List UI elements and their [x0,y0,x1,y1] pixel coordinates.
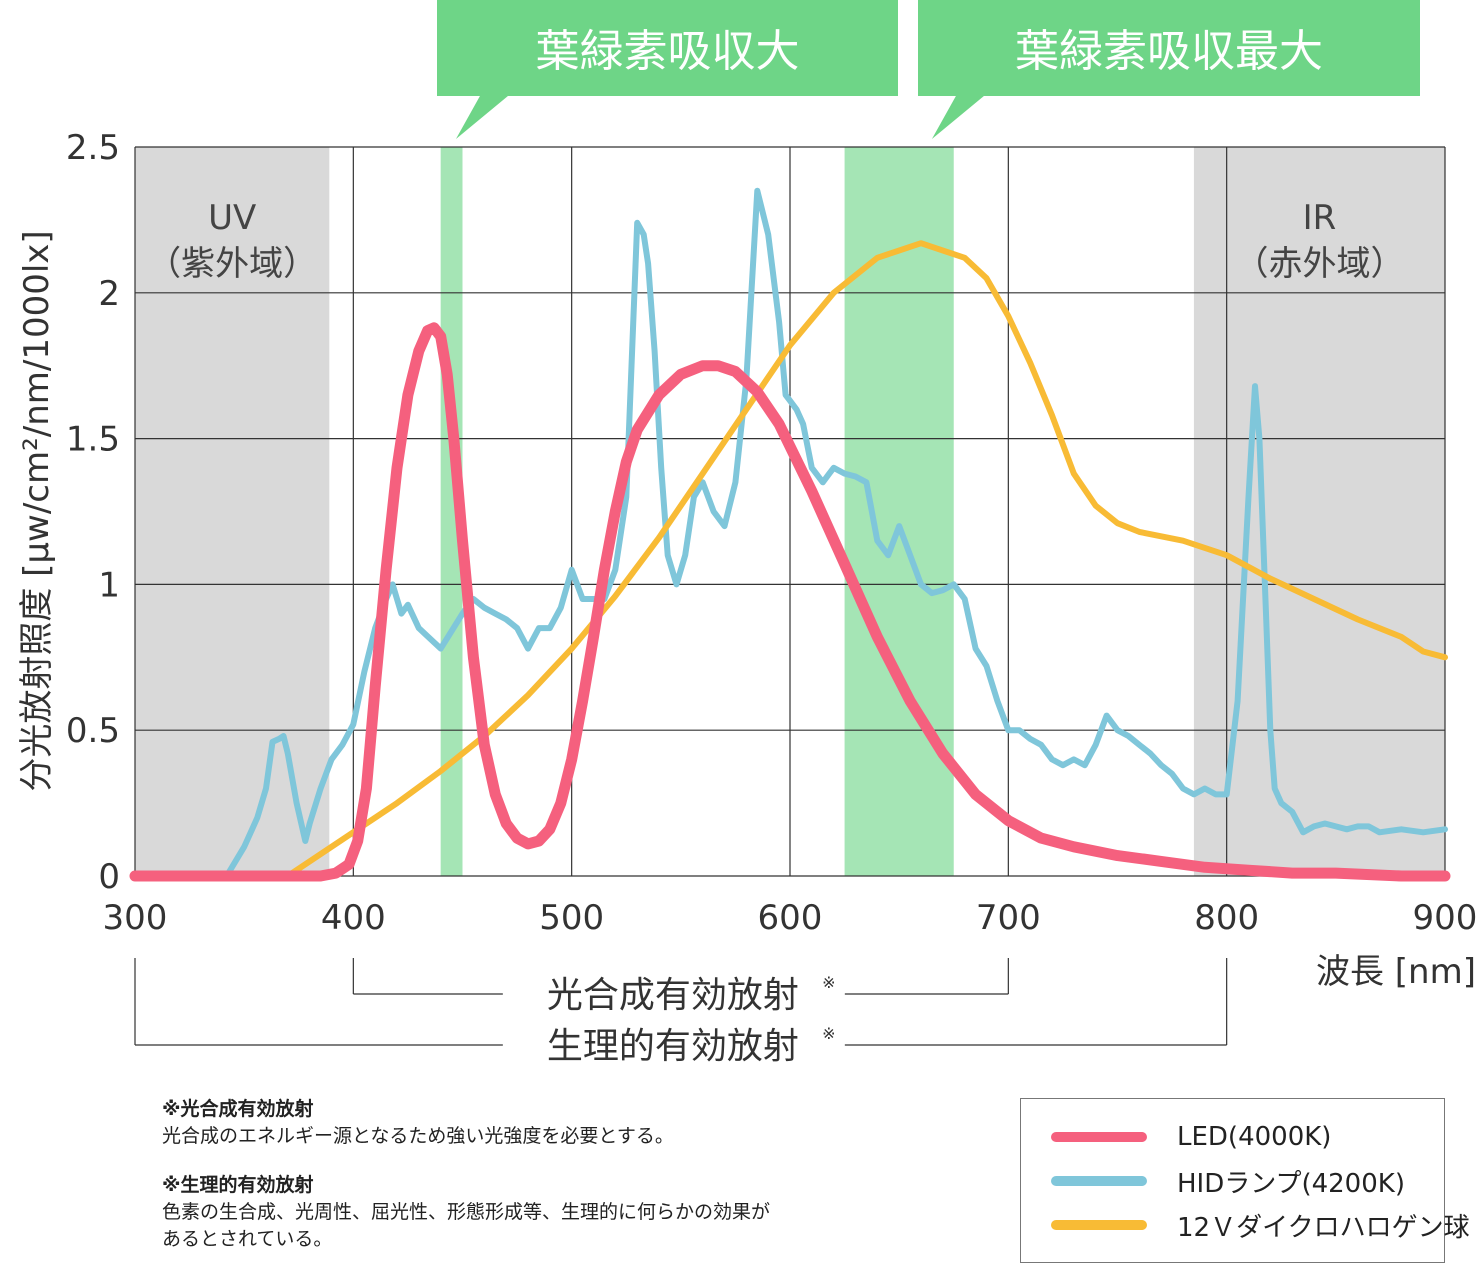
x-tick-label-600: 600 [758,898,823,938]
x-tick-label-300: 300 [103,898,168,938]
region-sublabel-ir: （赤外域） [1234,244,1404,284]
note-physiological-title: ※生理的有効放射 [162,1174,314,1196]
legend: LED(4000K) HIDランプ(4200K) 12Ｖダイクロハロゲン球 [1020,1098,1470,1263]
legend-swatch-hid [1051,1176,1147,1186]
range-layer: 光合成有効放射 ※ 生理的有効放射 ※ [134,958,1228,1067]
y-axis-label: 分光放射照度 [μw/cm²/nm/1000lx] [17,230,57,791]
y-tick-label-2: 1 [98,565,120,605]
y-tick-label-1: 0.5 [66,711,120,751]
y-tick-label-3: 1.5 [66,420,120,460]
legend-item-hid: HIDランプ(4200K) [1051,1161,1405,1201]
series-layer [129,187,1451,882]
y-tick-label-4: 2 [98,274,120,314]
range-2-note-mark: ※ [822,1024,835,1043]
axes-layer: 300 400 500 600 700 800 900 0 0.5 1 1.5 2 2.5 波長 [nm]… [17,128,1477,992]
callout-label-2: 葉緑素吸収最大 [1015,26,1323,77]
note-photosynthetic: ※光合成有効放射 光合成のエネルギー源となるため強い光強度を必要とする。 [162,1096,674,1150]
region-sublabel-uv: （紫外域） [147,244,317,284]
legend-item-halogen: 12Ｖダイクロハロゲン球 [1051,1205,1470,1245]
x-tick-label-400: 400 [321,898,386,938]
range-2-label: 生理的有効放射 [547,1026,799,1067]
callout-box-1 [437,0,898,139]
note-physiological-body-2: あるとされている。 [162,1228,333,1250]
legend-label-led: LED(4000K) [1177,1122,1332,1152]
note-photosynthetic-title: ※光合成有効放射 [162,1098,314,1120]
callout-box-2 [918,0,1420,139]
series-line-led [129,322,1451,882]
region-layer: UV （紫外域） IR （赤外域） [135,147,1445,876]
legend-label-hid: HIDランプ(4200K) [1177,1168,1405,1199]
legend-swatch-halogen [1051,1220,1147,1230]
series-line-hid [223,187,1448,879]
region-label-uv: UV [208,198,256,238]
grid-layer [134,146,1446,877]
absorption-band-2 [844,147,954,876]
note-physiological: ※生理的有効放射 色素の生合成、光周性、屈光性、形態形成等、生理的に何らかの効果… [162,1172,770,1253]
x-axis-label: 波長 [nm] [1316,952,1476,992]
range-1-note-mark: ※ [822,973,835,992]
y-tick-label-5: 2.5 [66,128,120,168]
note-photosynthetic-body: 光合成のエネルギー源となるため強い光強度を必要とする。 [162,1125,674,1147]
range-1-label: 光合成有効放射 [547,975,799,1016]
callout-label-1: 葉緑素吸収大 [536,26,800,77]
legend-item-led: LED(4000K) [1051,1117,1331,1157]
x-tick-label-700: 700 [976,898,1041,938]
x-tick-label-800: 800 [1194,898,1259,938]
callout-layer: 葉緑素吸収大 葉緑素吸収最大 [437,0,1420,139]
x-tick-label-500: 500 [539,898,604,938]
region-uv [135,147,330,876]
x-tick-label-900: 900 [1413,898,1478,938]
legend-swatch-led [1051,1132,1147,1142]
legend-label-halogen: 12Ｖダイクロハロゲン球 [1177,1212,1470,1243]
absorption-band-1 [440,147,463,876]
region-ir [1193,147,1445,876]
y-tick-label-0: 0 [98,857,120,897]
note-physiological-body: 色素の生合成、光周性、屈光性、形態形成等、生理的に何らかの効果が [162,1201,771,1223]
region-label-ir: IR [1303,198,1337,238]
series-line-halogen [284,240,1448,879]
